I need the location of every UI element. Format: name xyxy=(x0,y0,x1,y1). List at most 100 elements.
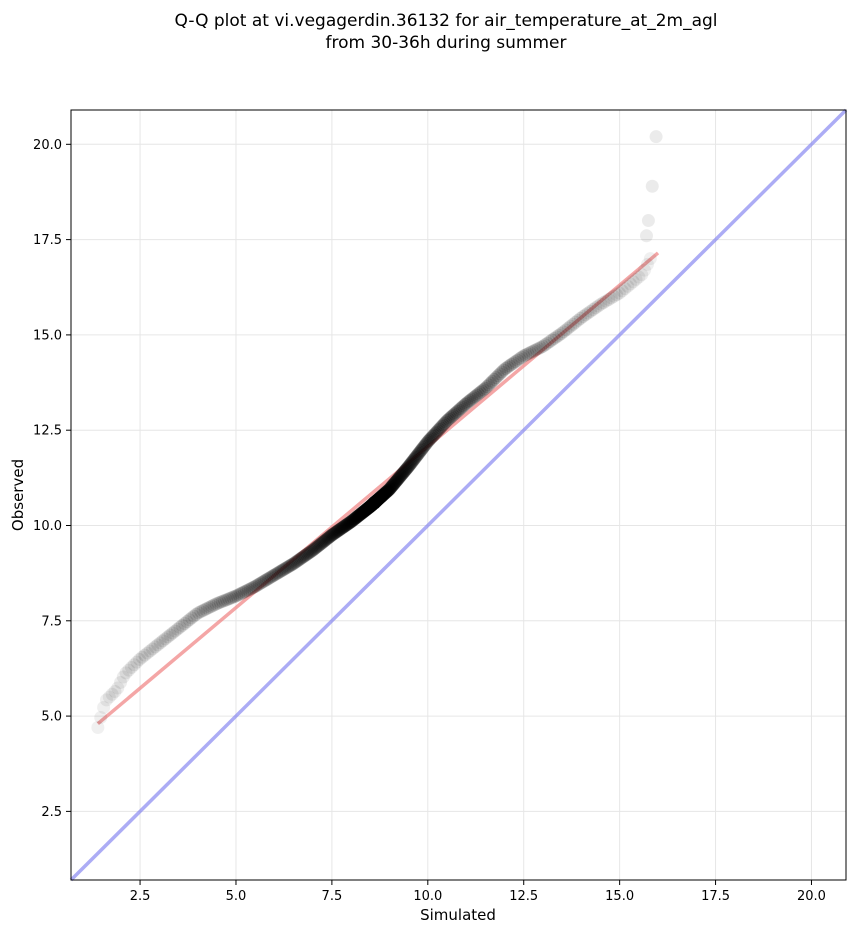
qq-point xyxy=(287,556,301,570)
qq-point xyxy=(596,296,610,310)
qq-point xyxy=(291,553,305,567)
qq-point xyxy=(307,542,321,556)
qq-point xyxy=(357,504,371,518)
qq-point xyxy=(298,549,312,563)
qq-point xyxy=(365,497,379,511)
qq-point xyxy=(406,454,420,468)
qq-point xyxy=(508,355,522,369)
qq-point xyxy=(480,380,494,394)
qq-point xyxy=(501,360,515,374)
qq-point xyxy=(364,499,378,513)
qq-point xyxy=(573,311,587,325)
qq-point xyxy=(318,533,332,547)
qq-point xyxy=(276,563,290,577)
plot-frame xyxy=(70,109,847,881)
qq-point xyxy=(382,483,396,497)
qq-point xyxy=(410,449,424,463)
qq-point xyxy=(111,681,125,695)
qq-point xyxy=(364,499,378,513)
qq-point xyxy=(369,495,383,509)
qq-point xyxy=(557,325,571,339)
qq-point xyxy=(543,335,557,349)
qq-point xyxy=(358,503,372,517)
qq-point xyxy=(268,568,282,582)
qq-point xyxy=(370,494,384,508)
qq-point xyxy=(417,439,431,453)
qq-point xyxy=(263,571,277,585)
qq-point xyxy=(384,481,398,495)
qq-point xyxy=(523,346,537,360)
qq-point xyxy=(249,579,263,593)
qq-point xyxy=(271,566,285,580)
qq-point xyxy=(236,586,250,600)
qq-point xyxy=(359,503,373,517)
qq-point xyxy=(297,550,311,564)
qq-point xyxy=(529,343,543,357)
qq-point xyxy=(367,496,381,510)
qq-point xyxy=(383,482,397,496)
qq-point xyxy=(352,508,366,522)
qq-point xyxy=(356,505,370,519)
qq-point xyxy=(196,603,210,617)
qq-point xyxy=(161,630,175,644)
reference-lines xyxy=(69,108,848,882)
qq-point xyxy=(571,313,585,327)
qq-point xyxy=(367,497,381,511)
qq-point xyxy=(380,484,394,498)
qq-point xyxy=(395,468,409,482)
qq-point xyxy=(278,562,292,576)
qq-point xyxy=(365,498,379,512)
qq-point xyxy=(226,590,240,604)
qq-point xyxy=(495,365,509,379)
qq-point xyxy=(475,384,489,398)
qq-point xyxy=(241,583,255,597)
qq-point xyxy=(354,507,368,521)
qq-point xyxy=(610,288,624,302)
qq-point xyxy=(346,513,360,527)
qq-point xyxy=(338,519,352,533)
qq-point xyxy=(367,496,381,510)
qq-point xyxy=(435,419,449,433)
qq-point xyxy=(357,505,371,519)
qq-point xyxy=(367,496,381,510)
qq-point xyxy=(175,618,189,632)
y-tick-label: 20.0 xyxy=(33,138,62,153)
qq-point xyxy=(234,587,248,601)
qq-point xyxy=(391,472,405,486)
qq-point xyxy=(380,485,394,499)
qq-point xyxy=(607,289,621,303)
qq-point xyxy=(224,591,238,605)
qq-point xyxy=(424,431,438,445)
qq-point xyxy=(127,658,141,672)
qq-point xyxy=(320,532,334,546)
qq-point xyxy=(378,487,392,501)
qq-point xyxy=(166,626,180,640)
qq-point xyxy=(368,495,382,509)
qq-point xyxy=(427,428,441,442)
qq-point xyxy=(446,408,460,422)
qq-point xyxy=(367,496,381,510)
qq-point xyxy=(332,523,346,537)
qq-point xyxy=(94,710,108,724)
qq-point xyxy=(433,421,447,435)
qq-point xyxy=(623,277,637,291)
qq-point xyxy=(566,317,580,331)
qq-point xyxy=(330,525,344,539)
qq-point xyxy=(285,557,299,571)
chart-title-line2: from 30-36h during summer xyxy=(326,33,567,53)
qq-point xyxy=(348,511,362,525)
qq-point xyxy=(358,504,372,518)
qq-point xyxy=(122,663,136,677)
qq-point xyxy=(351,509,365,523)
qq-point xyxy=(374,490,388,504)
qq-point xyxy=(386,478,400,492)
qq-point xyxy=(440,413,454,427)
qq-point xyxy=(554,327,568,341)
qq-point xyxy=(545,333,559,347)
qq-point xyxy=(211,596,225,610)
qq-point xyxy=(178,616,192,630)
qq-point xyxy=(361,501,375,515)
qq-point xyxy=(367,496,381,510)
qq-point xyxy=(91,721,105,735)
qq-point xyxy=(251,578,265,592)
